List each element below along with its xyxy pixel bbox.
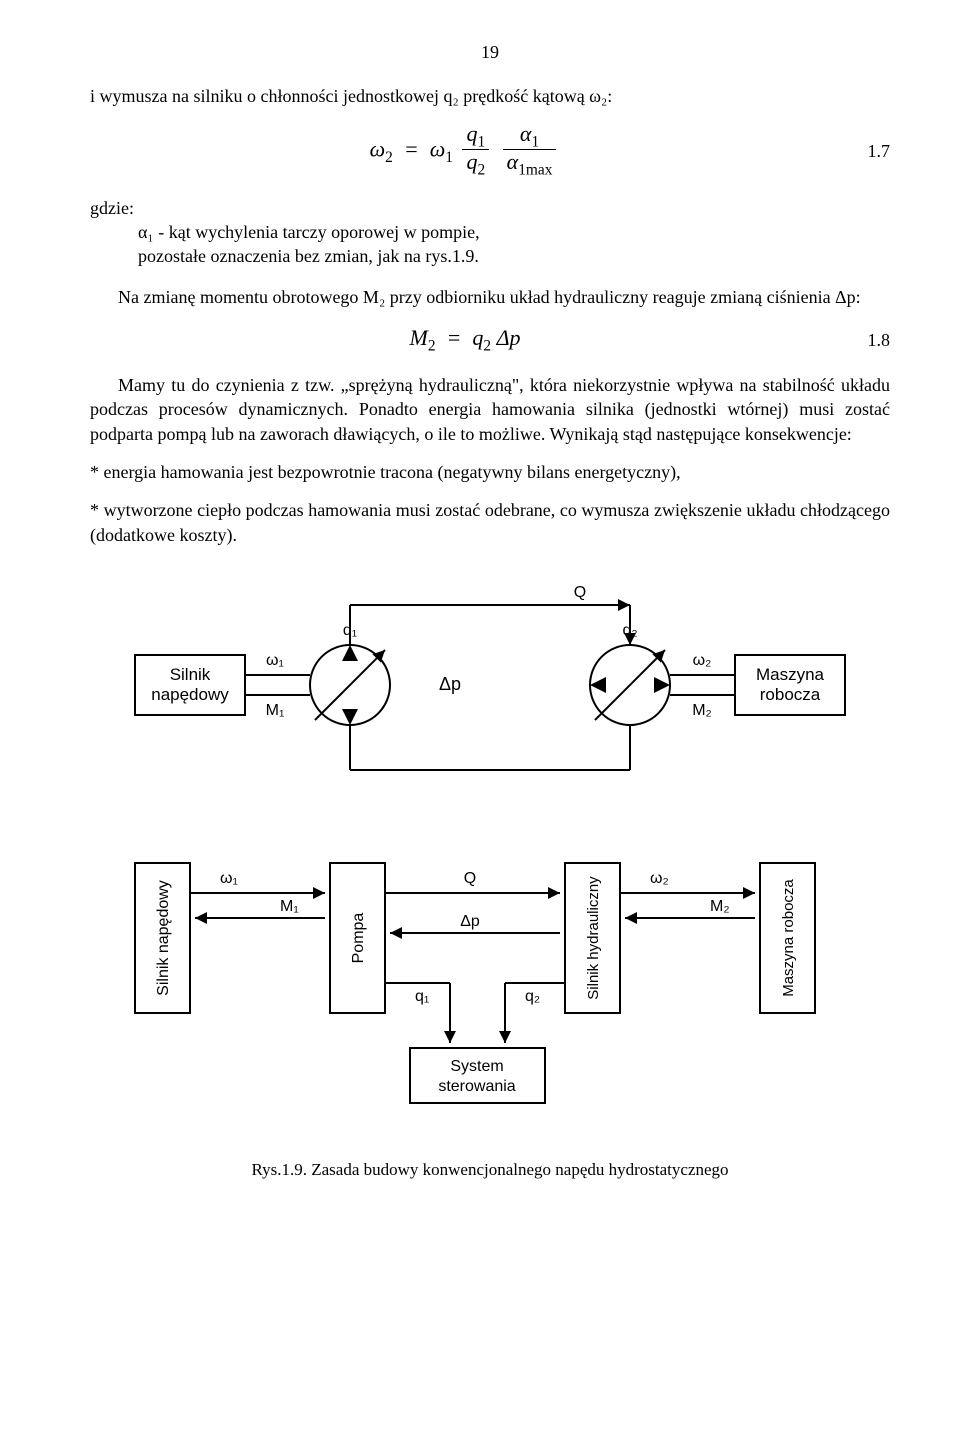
fig2-dp: Δp (460, 913, 480, 930)
equation-1-number: 1.7 (840, 139, 890, 163)
where-line-1: α₁ - kąt wychylenia tarczy oporowej w po… (138, 220, 890, 244)
fig1-Q: Q (574, 584, 586, 601)
fig2-silnik: Silnik napędowy (155, 880, 172, 996)
fig1-silnik-l2: napędowy (151, 685, 229, 704)
figure-caption: Rys.1.9. Zasada budowy konwencjonalnego … (90, 1159, 890, 1182)
fig1-silnik-l1: Silnik (170, 665, 211, 684)
fig2-q1: q₁ (415, 988, 429, 1005)
page-number: 19 (90, 40, 890, 64)
fig2-q2: q₂ (525, 988, 540, 1005)
where-line-2: pozostałe oznaczenia bez zmian, jak na r… (138, 244, 890, 268)
bullet-1: * energia hamowania jest bezpowrotnie tr… (90, 460, 890, 484)
figure-2-block-diagram: Silnik napędowy ω₁ M₁ Pompa Q Δp q₁ q₂ S… (120, 833, 860, 1113)
equation-1: ω2 = ω1 q1q2 α1α1max 1.7 (90, 123, 890, 180)
fig1-q2: q₂ (622, 622, 637, 639)
fig2-system-l2: sterowania (438, 1078, 515, 1095)
fig2-silnik-hydr: Silnik hydrauliczny (585, 876, 602, 1000)
fig2-M2: M₂ (710, 898, 730, 915)
para-1: i wymusza na silniku o chłonności jednos… (90, 84, 890, 108)
fig1-M1: M₁ (266, 702, 285, 719)
where-block: gdzie: α₁ - kąt wychylenia tarczy oporow… (90, 196, 890, 269)
equation-2-number: 1.8 (840, 328, 890, 352)
equation-1-body: ω2 = ω1 q1q2 α1α1max (90, 123, 840, 180)
fig1-dp: Δp (439, 674, 461, 694)
equation-2: M2 = q2 Δp 1.8 (90, 323, 890, 357)
fig1-maszyna-l2: robocza (760, 685, 821, 704)
fig2-maszyna: Maszyna robocza (780, 878, 797, 996)
bullet-2: * wytworzone ciepło podczas hamowania mu… (90, 498, 890, 547)
fig2-pompa: Pompa (350, 912, 367, 963)
para-3: Mamy tu do czynienia z tzw. „sprężyną hy… (90, 373, 890, 446)
fig2-w1: ω₁ (220, 870, 238, 887)
equation-2-body: M2 = q2 Δp (90, 323, 840, 357)
para-2: Na zmianę momentu obrotowego M₂ przy odb… (90, 285, 890, 309)
fig2-system-l1: System (450, 1058, 503, 1075)
fig1-maszyna-l1: Maszyna (756, 665, 825, 684)
fig1-M2: M₂ (692, 702, 712, 719)
fig1-w2: ω₂ (693, 652, 712, 669)
where-label: gdzie: (90, 196, 890, 220)
fig2-Q: Q (464, 870, 476, 887)
fig2-M1: M₁ (280, 898, 299, 915)
fig1-w1: ω₁ (266, 652, 284, 669)
fig2-w2: ω₂ (650, 870, 669, 887)
figure-1-hydraulic-circuit: Silnik napędowy ω₁ M₁ q₁ Q Δp q₂ ω₂ M₂ M… (130, 575, 850, 805)
